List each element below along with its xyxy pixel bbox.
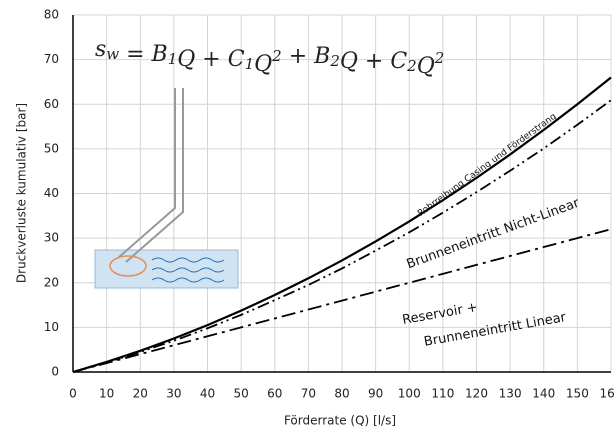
x-tick-label: 20: [133, 387, 148, 401]
y-tick-label: 80: [44, 8, 59, 22]
x-tick-label: 120: [465, 387, 488, 401]
x-axis-title: Förderrate (Q) [l/s]: [284, 414, 396, 428]
y-tick-label: 30: [44, 231, 59, 245]
x-tick-label: 140: [532, 387, 555, 401]
data-line: [72, 76, 612, 374]
well-pipe: [117, 88, 176, 259]
x-tick-label: 10: [99, 387, 114, 401]
curve-label: Reservoir +: [401, 300, 479, 328]
flow-lines: [151, 257, 225, 283]
y-tick-label: 60: [44, 97, 59, 111]
x-tick-label: 0: [69, 387, 77, 401]
well-pipe: [125, 88, 184, 263]
y-tick-label: 10: [44, 320, 59, 334]
x-tick-label: 60: [267, 387, 282, 401]
curve-label: Rohrreibung Casing und Förderstrang: [416, 112, 558, 219]
x-tick-label: 110: [431, 387, 454, 401]
x-tick-label: 150: [566, 387, 589, 401]
x-tick-label: 30: [166, 387, 181, 401]
y-tick-label: 70: [44, 52, 59, 66]
data-line: [72, 99, 612, 373]
y-tick-label: 20: [44, 275, 59, 289]
x-tick-label: 80: [334, 387, 349, 401]
x-tick-label: 100: [398, 387, 421, 401]
x-tick-label: 90: [368, 387, 383, 401]
well-illustration: [94, 88, 239, 289]
y-tick-label: 40: [44, 186, 59, 200]
y-tick-label: 50: [44, 141, 59, 155]
x-tick-label: 70: [301, 387, 316, 401]
formula: sw = B1Q + C1Q2 + B2Q + C2Q2: [95, 37, 444, 79]
y-axis-title: Druckverluste kumulativ [bar]: [15, 103, 29, 283]
x-tick-label: 40: [200, 387, 215, 401]
x-tick-label: 160: [600, 387, 615, 401]
y-tick-label: 0: [51, 365, 59, 379]
x-tick-label: 130: [499, 387, 522, 401]
x-tick-label: 50: [233, 387, 248, 401]
grid: [72, 14, 612, 373]
gravel-pack: [109, 255, 147, 277]
data-line: [72, 228, 612, 373]
